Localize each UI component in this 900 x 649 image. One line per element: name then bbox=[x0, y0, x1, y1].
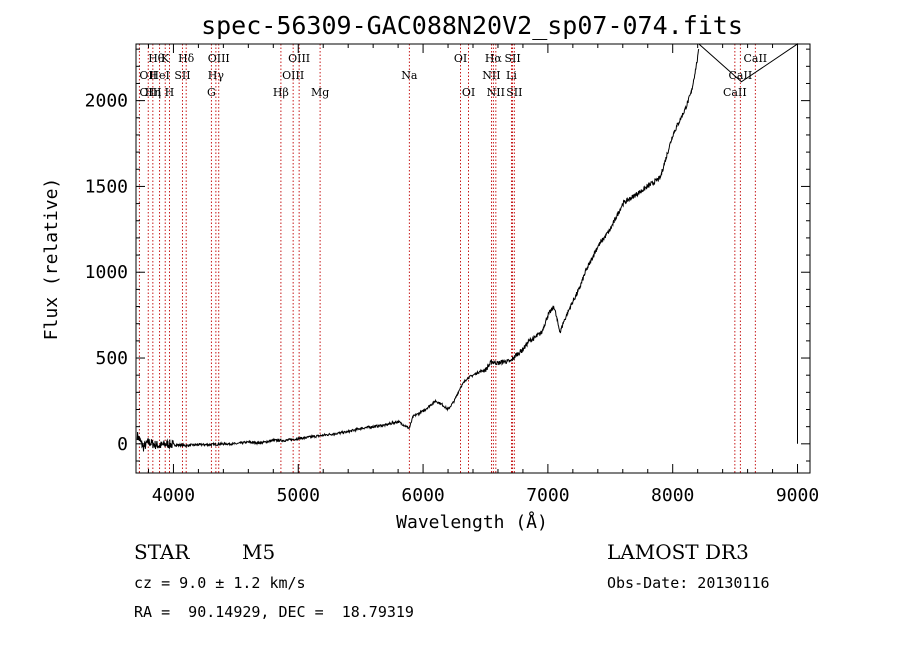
x-tick-label: 6000 bbox=[401, 485, 444, 506]
spectral-line-label: CaII bbox=[723, 86, 747, 99]
series-line-end-segment bbox=[698, 43, 798, 444]
observation-date: Obs-Date: 20130116 bbox=[607, 574, 770, 592]
plot-frame bbox=[135, 43, 811, 474]
coordinates: RA = 90.14929, DEC = 18.79319 bbox=[134, 603, 414, 621]
object-class: STAR bbox=[134, 540, 190, 564]
x-tick-label: 4000 bbox=[152, 485, 195, 506]
spectral-line-label: OI bbox=[454, 52, 467, 65]
spectral-line-label: Hα bbox=[485, 52, 503, 65]
spectral-line-label: OIII bbox=[208, 52, 230, 65]
spectral-line-label: Li bbox=[506, 69, 517, 82]
y-tick-label: 2000 bbox=[85, 91, 128, 112]
spectral-line-label: G bbox=[207, 86, 216, 99]
spectral-line-label: HeI bbox=[149, 69, 169, 82]
x-axis: 4000 5000 6000 7000 8000 9000 bbox=[147, 44, 819, 506]
object-subclass: M5 bbox=[242, 540, 276, 564]
spectral-line-label: Mg bbox=[311, 86, 329, 99]
spectrum-series bbox=[136, 43, 798, 452]
spectral-line-label: K bbox=[161, 52, 170, 65]
y-tick-label: 0 bbox=[117, 434, 128, 455]
spectral-line-label: NII bbox=[487, 86, 505, 99]
x-tick-label: 5000 bbox=[277, 485, 320, 506]
spectral-line-label: SII bbox=[506, 86, 522, 99]
spectral-line-label: Hγ bbox=[208, 69, 225, 82]
y-tick-label: 1500 bbox=[85, 176, 128, 197]
x-tick-label: 9000 bbox=[776, 485, 819, 506]
spectral-line-label: CaII bbox=[743, 52, 767, 65]
chart-title: spec-56309-GAC088N20V2_sp07-074.fits bbox=[201, 11, 743, 40]
spectral-line-label: Na bbox=[401, 69, 418, 82]
spectral-line-label: SII bbox=[504, 52, 520, 65]
spectral-line-label: CaII bbox=[729, 69, 753, 82]
series-line-spectrum bbox=[136, 48, 700, 452]
survey-label: LAMOST DR3 bbox=[607, 540, 749, 564]
x-tick-label: 7000 bbox=[526, 485, 569, 506]
spectral-line-label: OIII bbox=[139, 86, 161, 99]
spectral-line-label: Hβ bbox=[273, 86, 289, 99]
spectral-line-label: OIII bbox=[288, 52, 310, 65]
spectral-line-label: Hδ bbox=[178, 52, 195, 65]
redshift-cz: cz = 9.0 ± 1.2 km/s bbox=[134, 574, 306, 592]
spectral-line-markers bbox=[138, 44, 756, 473]
y-axis-label: Flux (relative) bbox=[41, 178, 62, 341]
spectral-line-label: OI bbox=[462, 86, 475, 99]
spectral-line-label: SII bbox=[174, 69, 190, 82]
y-tick-label: 1000 bbox=[85, 262, 128, 283]
spectral-line-label: OIII bbox=[282, 69, 304, 82]
spectral-line-label: H bbox=[165, 86, 175, 99]
spectral-line-label: NII bbox=[482, 69, 500, 82]
spectral-line-label: Hθ bbox=[148, 52, 165, 65]
y-axis: 0 500 1000 1500 2000 bbox=[85, 48, 810, 462]
spectral-line-label: OII bbox=[139, 69, 157, 82]
x-tick-label: 8000 bbox=[651, 485, 694, 506]
spectral-line-label: Hη bbox=[145, 86, 161, 99]
y-tick-label: 500 bbox=[95, 348, 128, 369]
x-axis-label: Wavelength (Å) bbox=[396, 511, 548, 533]
